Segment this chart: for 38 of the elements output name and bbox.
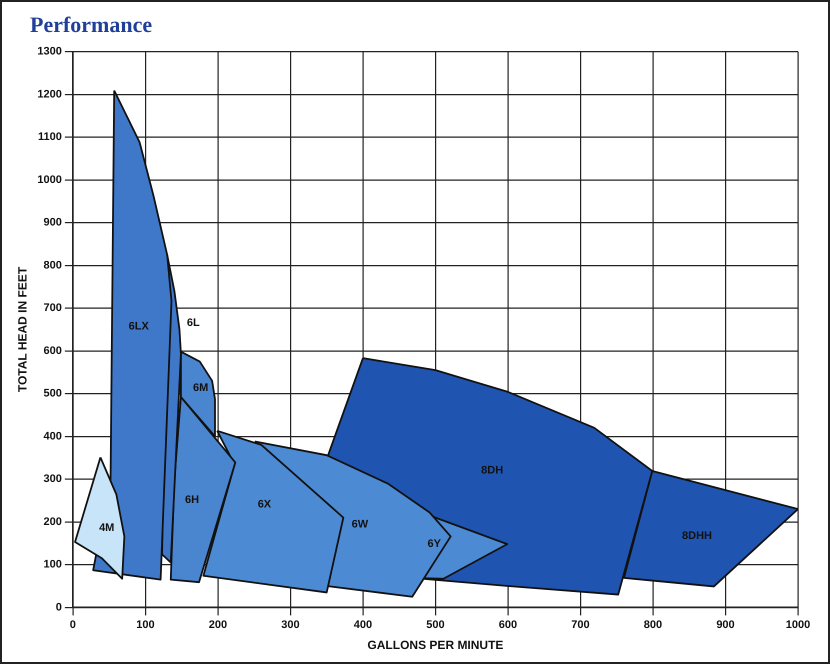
- x-tick-label: 500: [426, 619, 445, 632]
- x-tick-label: 800: [644, 619, 662, 632]
- series-label: 6X: [258, 498, 272, 510]
- y-tick-label: 500: [44, 388, 62, 400]
- series-label: 8DHH: [682, 530, 712, 542]
- series-label: 6W: [352, 518, 369, 530]
- y-tick-label: 200: [44, 516, 62, 528]
- x-tick-label: 100: [136, 619, 155, 632]
- x-tick-label: 200: [208, 619, 228, 632]
- x-tick-label: 1000: [786, 619, 810, 632]
- y-tick-label: 600: [44, 344, 62, 357]
- x-tick-label: 300: [281, 619, 300, 632]
- x-axis-title: GALLONS PER MINUTE: [367, 638, 504, 652]
- x-tick-label: 600: [498, 619, 518, 632]
- y-tick-label: 400: [44, 430, 62, 442]
- y-tick-label: 1100: [38, 131, 62, 144]
- y-tick-label: 1300: [37, 46, 62, 58]
- series-label: 6L: [186, 316, 200, 329]
- y-tick-label: 100: [44, 558, 62, 571]
- series-label: 6M: [192, 382, 208, 394]
- y-tick-label: 300: [44, 473, 62, 486]
- series-label: 4M: [99, 522, 114, 534]
- chart-title: Performance: [30, 12, 152, 38]
- y-tick-label: 0: [56, 601, 62, 614]
- y-tick-label: 1000: [37, 174, 62, 186]
- x-tick-label: 900: [716, 619, 735, 632]
- series-label: 6H: [185, 494, 200, 506]
- x-tick-label: 400: [354, 619, 372, 632]
- x-tick-label: 700: [571, 619, 590, 632]
- x-tick-label: 0: [70, 619, 76, 632]
- y-axis-title: TOTAL HEAD IN FEET: [16, 266, 30, 392]
- series-label: 6LX: [128, 320, 150, 333]
- series-label: 8DH: [481, 464, 504, 476]
- y-tick-label: 700: [44, 302, 62, 314]
- series-label: 6Y: [428, 538, 442, 550]
- y-tick-label: 900: [44, 216, 62, 229]
- y-tick-label: 800: [44, 259, 62, 272]
- y-tick-label: 1200: [37, 88, 62, 100]
